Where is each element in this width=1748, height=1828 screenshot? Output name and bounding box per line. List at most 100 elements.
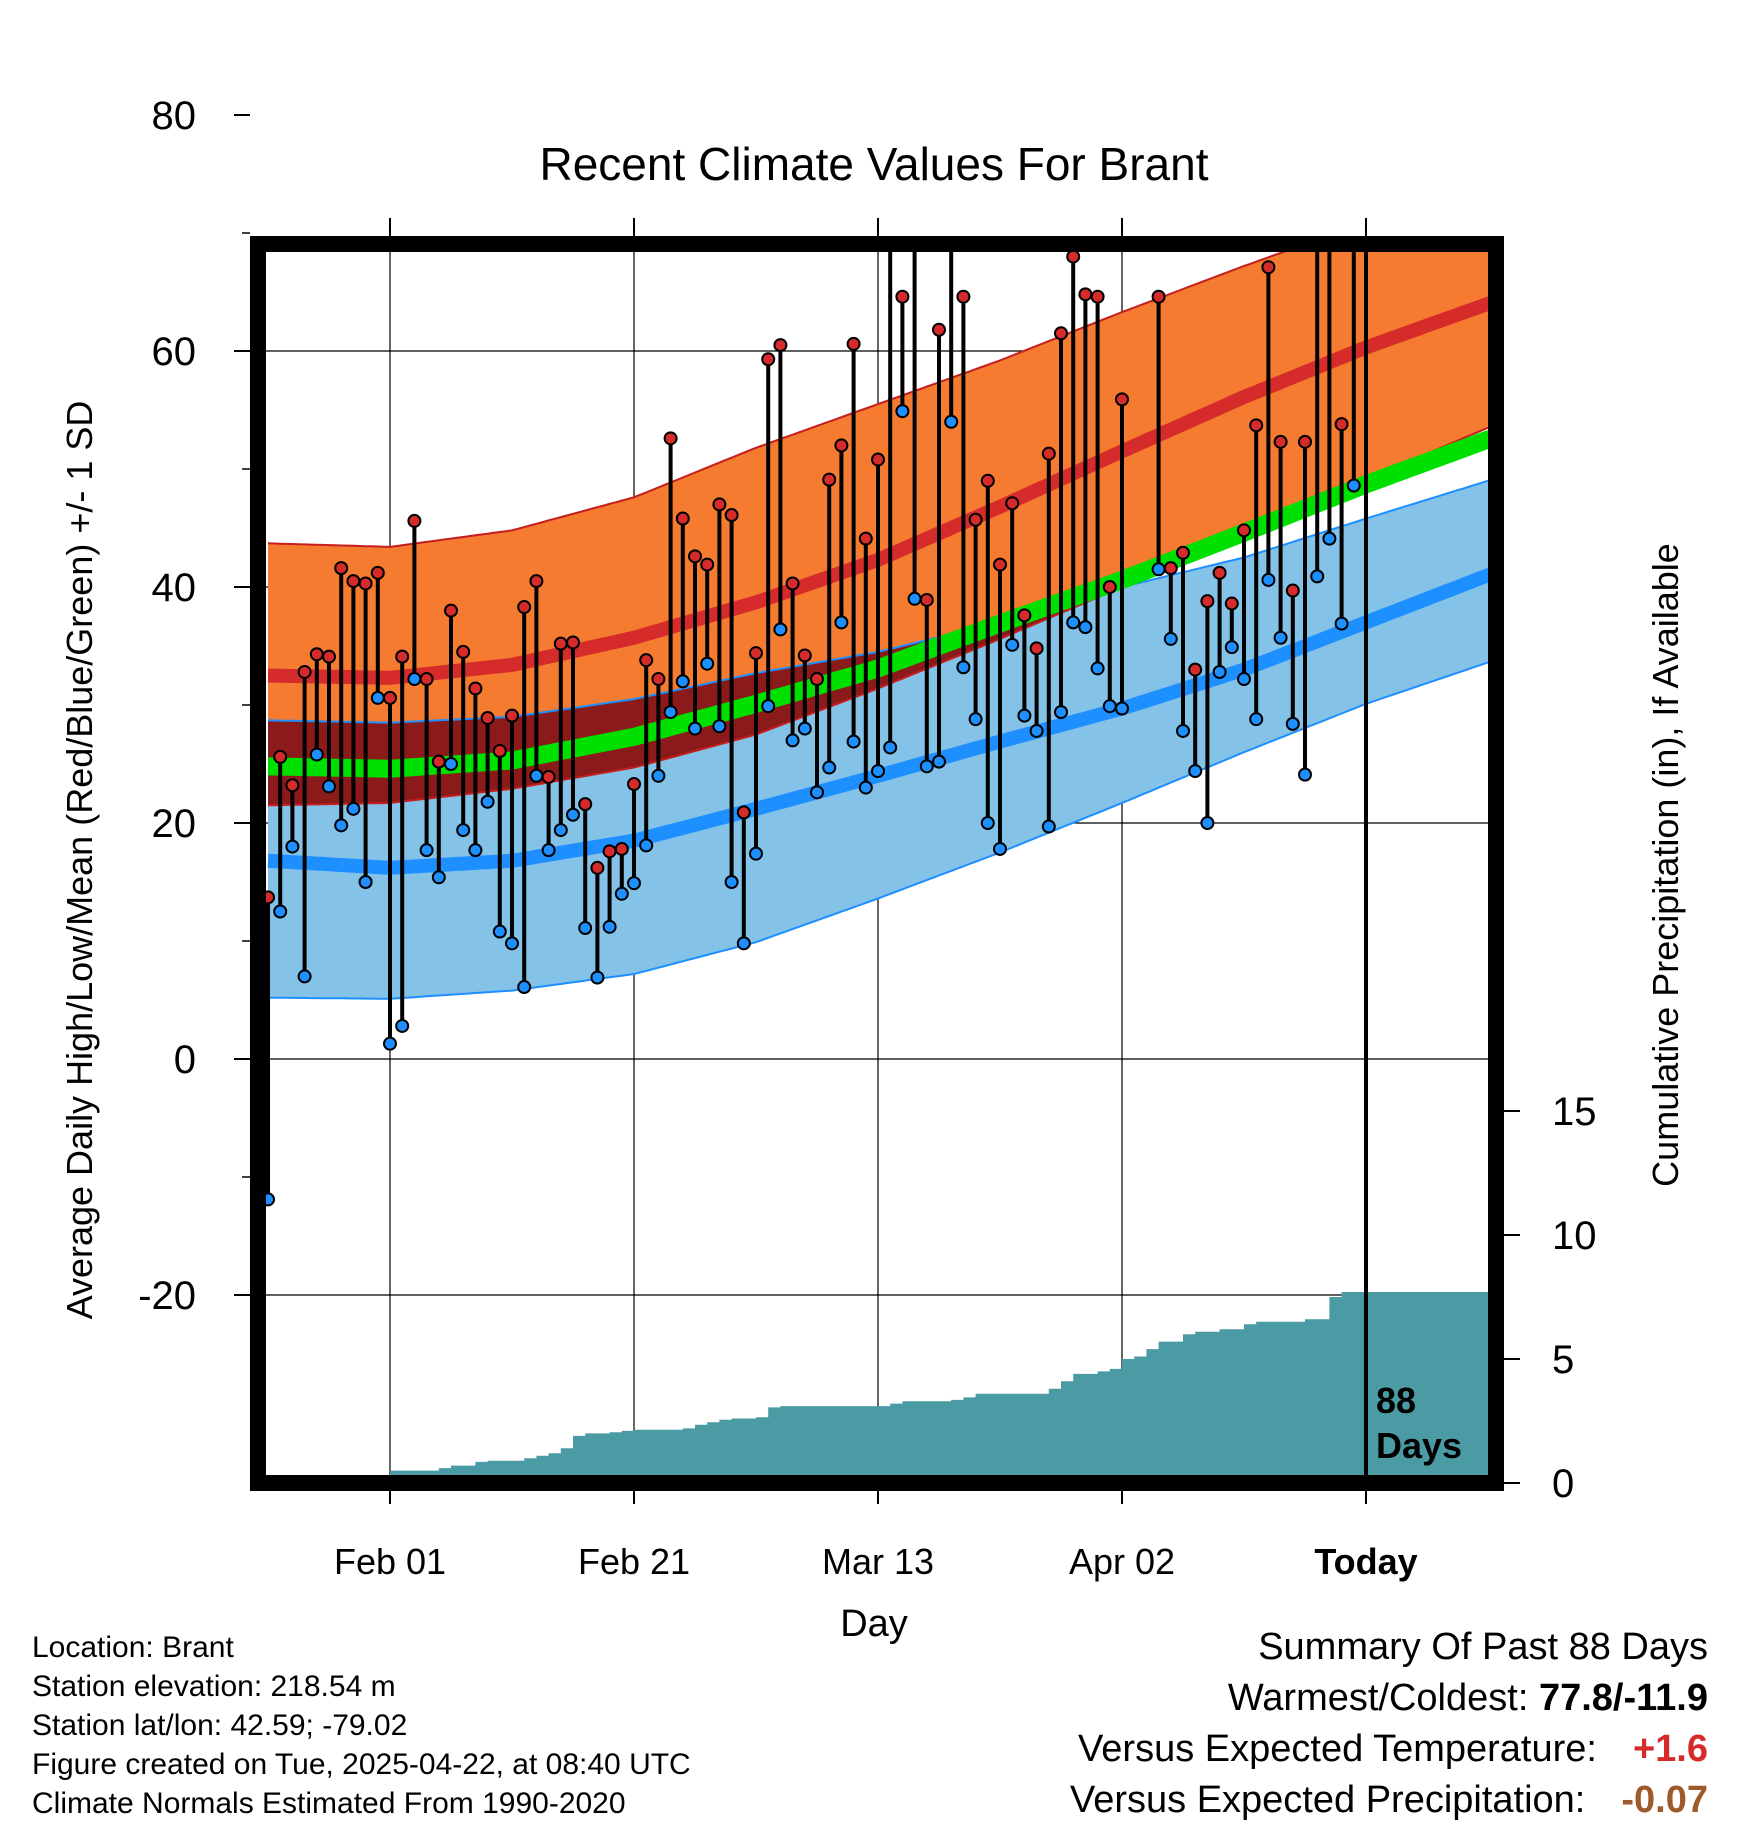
daily-high-point <box>919 592 934 607</box>
daily-high-point <box>492 744 507 759</box>
daily-high-point <box>993 557 1007 572</box>
elevation-text: Station elevation: 218.54 m <box>32 1670 396 1703</box>
daily-high-point <box>663 431 678 446</box>
daily-high-point <box>1224 596 1239 611</box>
daily-high-point <box>517 600 532 615</box>
daily-high-point <box>736 805 751 820</box>
x-tick-label: Feb 21 <box>578 1541 690 1582</box>
period-unit: Days <box>1376 1425 1462 1466</box>
daily-high-point <box>834 438 849 453</box>
daily-low-point <box>858 780 873 795</box>
daily-high-point <box>1237 523 1251 538</box>
daily-low-point <box>895 404 910 419</box>
daily-high-point <box>285 778 300 793</box>
daily-low-point <box>517 980 532 995</box>
daily-low-point <box>456 823 471 838</box>
daily-high-point <box>1273 434 1288 449</box>
temp-anomaly-row: Versus Expected Temperature: +1.6 <box>948 1724 1708 1775</box>
daily-low-point <box>1090 661 1105 676</box>
plot-frame <box>250 236 1504 1491</box>
daily-high-point <box>1054 326 1068 341</box>
location-text: Location: Brant <box>32 1631 234 1664</box>
daily-low-point <box>566 807 580 822</box>
daily-low-point <box>688 721 702 736</box>
x-tick-label: Mar 13 <box>822 1541 934 1582</box>
daily-high-point <box>1163 561 1178 576</box>
normal-mean-line <box>267 430 1488 778</box>
daily-low-point <box>273 904 288 919</box>
daily-low-point <box>932 754 946 769</box>
y2-tick-label: 5 <box>1552 1338 1574 1382</box>
period-number: 88 <box>1376 1380 1416 1421</box>
y-tick-label: 60 <box>152 330 197 374</box>
daily-low-point <box>749 846 763 861</box>
daily-high-point <box>968 512 983 527</box>
extremes-label: Warmest/Coldest: <box>1227 1677 1529 1719</box>
daily-low-point <box>761 699 776 714</box>
daily-high-point <box>346 574 361 589</box>
daily-low-point <box>553 823 568 838</box>
y-tick-label: 80 <box>152 94 197 138</box>
daily-high-point <box>761 352 776 367</box>
daily-low-point <box>1298 767 1312 782</box>
daily-high-point <box>688 549 702 564</box>
x-tick-label: Apr 02 <box>1069 1541 1175 1582</box>
daily-low-point <box>480 794 495 809</box>
daily-high-point <box>1261 260 1276 275</box>
daily-low-point <box>395 1018 410 1033</box>
y-tick-label: 20 <box>152 802 197 846</box>
daily-low-point <box>1078 620 1093 635</box>
daily-high-point <box>639 653 654 668</box>
daily-high-point <box>1115 392 1129 407</box>
station-info: Location: Brant Station elevation: 218.5… <box>32 1628 691 1823</box>
daily-low-point <box>1005 637 1020 652</box>
daily-low-point <box>1066 615 1081 630</box>
daily-low-point <box>431 870 446 885</box>
daily-high-point <box>810 672 824 687</box>
daily-low-point <box>297 969 312 984</box>
daily-low-point <box>309 747 324 762</box>
daily-high-point <box>541 769 556 784</box>
daily-high-point <box>529 574 544 589</box>
daily-high-point <box>1151 289 1166 304</box>
daily-high-point <box>395 649 410 664</box>
daily-low-point <box>1261 572 1276 587</box>
daily-low-point <box>1029 723 1044 738</box>
daily-low-point <box>663 705 678 720</box>
latlon-text: Station lat/lon: 42.59; -79.02 <box>32 1709 408 1742</box>
daily-high-point <box>505 708 519 723</box>
daily-high-point <box>566 635 580 650</box>
daily-high-point <box>1298 434 1312 449</box>
daily-low-point <box>1334 616 1349 631</box>
daily-high-point <box>273 749 288 764</box>
daily-high-point <box>1029 641 1044 656</box>
daily-low-point <box>639 838 654 853</box>
summary-panel: Summary Of Past 88 Days Warmest/Coldest:… <box>948 1622 1708 1826</box>
daily-low-point <box>334 818 349 833</box>
daily-high-point <box>322 649 336 664</box>
daily-high-point <box>1200 594 1215 609</box>
daily-low-point <box>712 719 727 734</box>
daily-low-point <box>1115 701 1129 716</box>
precip-anomaly-row: Versus Expected Precipitation: -0.07 <box>948 1775 1708 1826</box>
daily-low-point <box>810 785 824 800</box>
y2-tick-label: 0 <box>1552 1462 1574 1506</box>
daily-low-point <box>627 876 641 891</box>
daily-low-point <box>956 660 971 675</box>
daily-high-point <box>749 646 763 661</box>
precip-anomaly-label: Versus Expected Precipitation: <box>1069 1779 1586 1821</box>
daily-low-point <box>468 843 483 858</box>
daily-high-point <box>1334 417 1349 432</box>
y-tick-label: 0 <box>174 1038 196 1082</box>
daily-high-point <box>309 647 324 662</box>
daily-high-point <box>1176 545 1190 560</box>
daily-high-point <box>1348 214 1360 226</box>
daily-low-point <box>651 768 666 783</box>
daily-high-point <box>480 710 495 725</box>
daily-high-point <box>297 664 312 679</box>
daily-low-point <box>1041 819 1056 834</box>
daily-high-point <box>956 289 971 304</box>
daily-high-point <box>724 508 739 523</box>
daily-high-point <box>797 648 812 663</box>
